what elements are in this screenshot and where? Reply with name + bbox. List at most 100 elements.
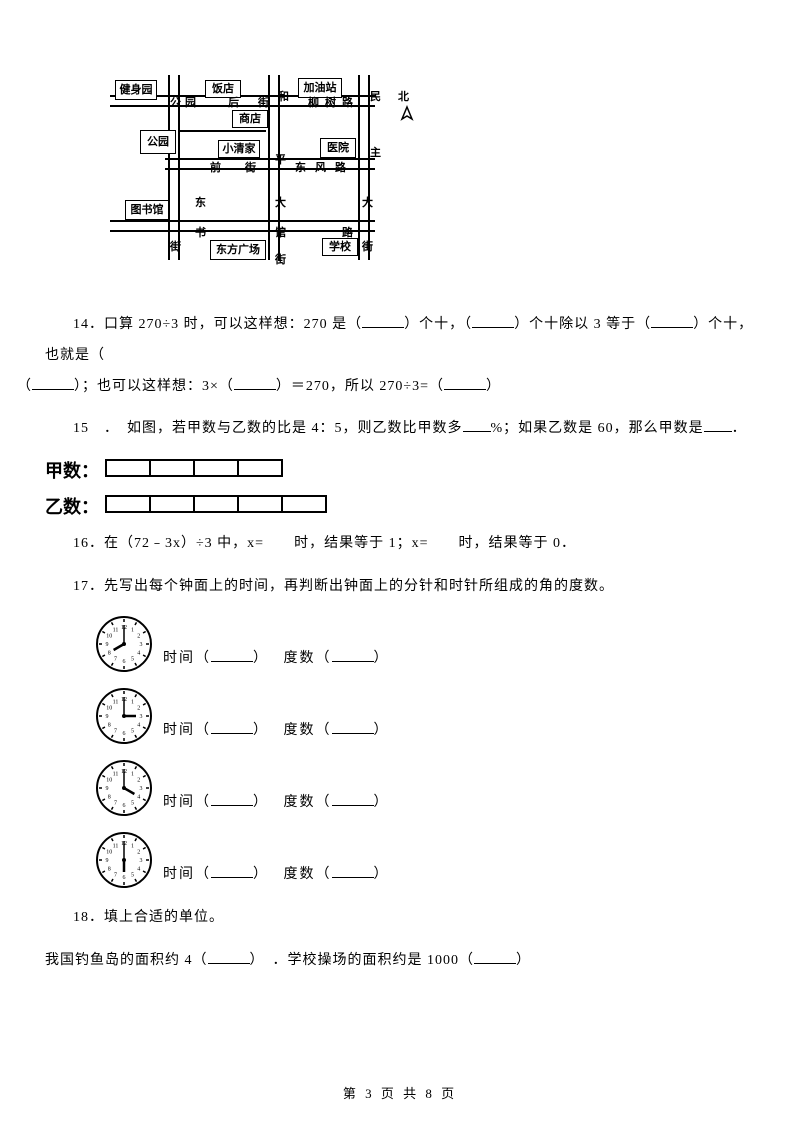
clock-face: 121234567891011 (95, 831, 153, 889)
map-street-label: 路 (335, 163, 346, 174)
svg-text:4: 4 (137, 722, 140, 728)
t: ）个十，（ (404, 317, 472, 332)
map-location-box: 图书馆 (125, 200, 169, 220)
t: 时，结果等于 0． (459, 536, 577, 551)
question-16: 16．在（72﹣3x）÷3 中，x= 时，结果等于 1；x= 时，结果等于 0． (45, 529, 755, 560)
t: 第 (343, 1086, 359, 1101)
map-street-label: 东 (195, 198, 206, 209)
svg-text:7: 7 (114, 657, 117, 663)
svg-text:2: 2 (137, 633, 140, 639)
map-street-label: 主 (370, 148, 381, 159)
question-18-line2: 我国钓鱼岛的面积约 4（ ） ．学校操场的面积约是 1000（ ） (45, 946, 755, 977)
bar-segment (105, 495, 149, 513)
t: 时，结果等于 1；x= (294, 536, 428, 551)
svg-text:10: 10 (106, 777, 112, 783)
t: 3 (365, 1086, 375, 1101)
clock-answer-line: 时间（） 度数（） (163, 719, 390, 745)
map-street-label: 公 (170, 98, 181, 109)
street-map-diagram: 健身园饭店加油站商店公园小清家医院图书馆东方广场学校公园后街和柳树路民北前平街东… (110, 50, 420, 280)
q17-num: 17 (73, 579, 89, 594)
map-street-label: 园 (185, 98, 196, 109)
svg-text:2: 2 (137, 777, 140, 783)
clock-answer-line: 时间（） 度数（） (163, 791, 390, 817)
svg-text:4: 4 (137, 794, 140, 800)
page-footer: 第 3 页 共 8 页 (0, 1083, 800, 1102)
blank (208, 949, 250, 964)
clock-row: 121234567891011时间（） 度数（） (45, 759, 755, 817)
blank (362, 313, 404, 328)
svg-text:10: 10 (106, 633, 112, 639)
svg-text:3: 3 (140, 786, 143, 792)
label-yi: 乙数： (45, 493, 105, 519)
map-street-label: 大 (362, 198, 373, 209)
svg-text:3: 3 (140, 714, 143, 720)
t: 我国钓鱼岛的面积约 4（ (45, 953, 208, 968)
t: ） ．学校操场的面积约是 1000（ (250, 953, 475, 968)
svg-text:9: 9 (106, 642, 109, 648)
svg-text:5: 5 (131, 729, 134, 735)
blank (32, 375, 74, 390)
map-location-box: 东方广场 (210, 240, 266, 260)
question-18: 18．填上合适的单位。 (45, 903, 755, 934)
q16-num: 16 (73, 536, 89, 551)
map-location-box: 饭店 (205, 80, 241, 98)
bar-segment (149, 459, 193, 477)
map-street-label: 街 (170, 242, 181, 253)
svg-text:6: 6 (123, 731, 126, 737)
t: %；如果乙数是 60，那么甲数是 (491, 421, 704, 436)
svg-text:6: 6 (123, 875, 126, 881)
map-location-box: 商店 (232, 110, 268, 128)
bar-row-jia: 甲数： (45, 457, 755, 483)
bar-segment (149, 495, 193, 513)
north-arrow-icon (400, 105, 414, 134)
map-street-label: 路 (342, 228, 353, 239)
map-street-label: 东 (295, 163, 306, 174)
map-street-label: 后 (228, 98, 239, 109)
map-street-label: 民 (370, 92, 381, 103)
blank (704, 417, 732, 432)
map-location-box: 学校 (322, 238, 358, 256)
svg-text:11: 11 (113, 843, 119, 849)
t: ）；也可以这样想：3×（ (74, 379, 234, 394)
map-street-label: 树 (325, 98, 336, 109)
page: 健身园饭店加油站商店公园小清家医院图书馆东方广场学校公园后街和柳树路民北前平街东… (0, 0, 800, 1132)
clocks-container: 121234567891011时间（） 度数（）121234567891011时… (45, 615, 755, 889)
question-14: 14．口算 270÷3 时，可以这样想：270 是（）个十，（）个十除以 3 等… (45, 310, 755, 402)
svg-text:5: 5 (131, 873, 134, 879)
map-street-label: 街 (258, 98, 269, 109)
svg-text:8: 8 (108, 794, 111, 800)
map-street-label: 风 (315, 163, 326, 174)
svg-text:3: 3 (140, 858, 143, 864)
map-street-label: 北 (398, 92, 409, 103)
t: ） (516, 953, 531, 968)
t: 页 (441, 1086, 457, 1101)
clock-face: 121234567891011 (95, 759, 153, 817)
svg-text:10: 10 (106, 849, 112, 855)
svg-text:9: 9 (106, 858, 109, 864)
blank (474, 949, 516, 964)
bar-segment (237, 495, 281, 513)
svg-text:11: 11 (113, 771, 119, 777)
t: ） (486, 379, 501, 394)
clock-row: 121234567891011时间（） 度数（） (45, 687, 755, 745)
t: 页 共 (381, 1086, 419, 1101)
map-street-label: 平 (275, 155, 286, 166)
svg-text:6: 6 (123, 803, 126, 809)
map-street-label: 街 (245, 163, 256, 174)
q14-num: 14 (73, 317, 89, 332)
map-street-label: 大 (275, 198, 286, 209)
map-street-label: 书 (195, 228, 206, 239)
t: ）个十除以 3 等于（ (514, 317, 651, 332)
blank (234, 375, 276, 390)
ratio-bars: 甲数： 乙数： (45, 457, 755, 519)
bar-segment (193, 495, 237, 513)
svg-text:6: 6 (123, 659, 126, 665)
t: ．先写出每个钟面上的时间，再判断出钟面上的分针和时针所组成的角的度数。 (89, 579, 614, 594)
svg-text:9: 9 (106, 786, 109, 792)
t: 8 (425, 1086, 435, 1101)
clock-row: 121234567891011时间（） 度数（） (45, 831, 755, 889)
svg-text:8: 8 (108, 866, 111, 872)
clock-answer-line: 时间（） 度数（） (163, 863, 390, 889)
t: ）＝270，所以 270÷3=（ (276, 379, 444, 394)
map-street-label: 馆 (275, 228, 286, 239)
